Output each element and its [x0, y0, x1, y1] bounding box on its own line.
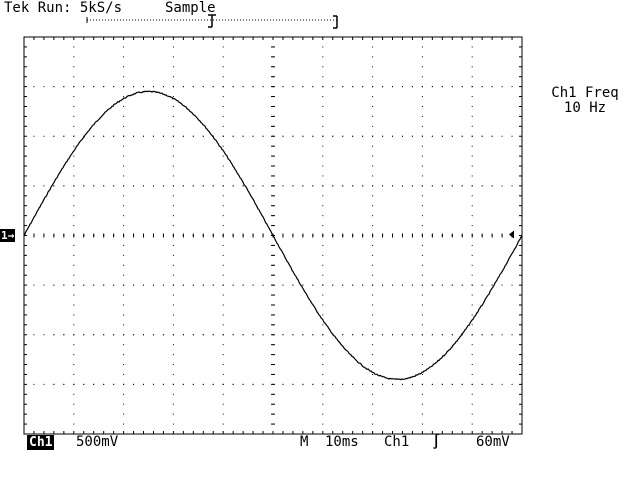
trigger-source: Ch1 [384, 434, 410, 450]
graticule [23, 36, 523, 435]
trigger-level: 60mV [476, 434, 510, 450]
channel-badge: Ch1 [27, 435, 55, 450]
vertical-scale: 500mV [76, 434, 119, 450]
trigger-level-marker [509, 230, 514, 239]
graticule-center-axes [23, 36, 523, 435]
timebase-scale: 10ms [325, 434, 359, 450]
acquisition-status: Tek Run: 5kS/s [4, 0, 123, 16]
rising-edge-icon: ∫ [432, 434, 441, 450]
measurement-value: 10 Hz [563, 100, 607, 116]
acquisition-mode: Sample [165, 0, 216, 16]
waveform-trace [23, 90, 523, 381]
measurement-title: Ch1 Freq [551, 85, 619, 101]
channel-ground-marker: 1→ [0, 229, 16, 242]
record-length-bar [86, 14, 338, 29]
timebase-prefix: M [300, 434, 309, 450]
